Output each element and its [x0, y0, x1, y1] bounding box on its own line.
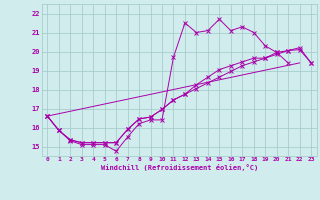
X-axis label: Windchill (Refroidissement éolien,°C): Windchill (Refroidissement éolien,°C) [100, 164, 258, 171]
